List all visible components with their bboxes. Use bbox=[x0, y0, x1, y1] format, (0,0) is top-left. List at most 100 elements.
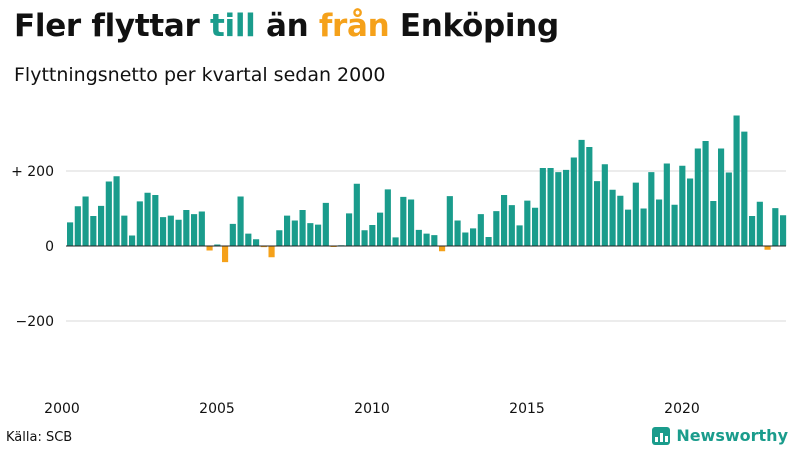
bar bbox=[377, 212, 384, 247]
bar bbox=[160, 217, 167, 247]
bar bbox=[222, 246, 229, 263]
bar bbox=[167, 215, 174, 247]
brand-name: Newsworthy bbox=[676, 426, 788, 445]
y-tick-label: 0 bbox=[45, 239, 54, 255]
bar bbox=[237, 196, 244, 246]
bar bbox=[718, 148, 725, 246]
newsworthy-logo[interactable]: Newsworthy bbox=[652, 426, 788, 445]
bar bbox=[508, 205, 515, 247]
x-tick-label: 2010 bbox=[354, 401, 390, 417]
bar bbox=[260, 246, 267, 248]
bar bbox=[105, 181, 112, 246]
bar bbox=[663, 163, 670, 246]
bar bbox=[90, 216, 97, 246]
bar bbox=[694, 148, 701, 246]
bar bbox=[454, 220, 461, 246]
bar bbox=[175, 219, 182, 246]
bar bbox=[439, 246, 446, 252]
bar bbox=[648, 172, 655, 247]
source-note: Källa: SCB bbox=[6, 430, 73, 445]
bar bbox=[423, 233, 430, 247]
bar bbox=[121, 215, 128, 247]
chart-title: Fler flyttar till än från Enköping bbox=[14, 8, 559, 44]
bar bbox=[640, 208, 647, 246]
x-axis-ticks: 2000 2005 2010 2015 2020 bbox=[44, 401, 700, 417]
bar bbox=[82, 196, 89, 246]
bar bbox=[532, 207, 539, 246]
bar bbox=[369, 225, 376, 246]
bar bbox=[113, 176, 120, 246]
bar bbox=[183, 210, 190, 246]
bar bbox=[702, 141, 709, 246]
bar bbox=[198, 211, 205, 246]
bar bbox=[749, 216, 756, 246]
bar bbox=[346, 213, 353, 247]
bar bbox=[446, 196, 453, 247]
bar bbox=[570, 157, 577, 246]
y-axis-ticks: + 200 0 −200 bbox=[11, 164, 54, 330]
bar bbox=[206, 246, 213, 251]
bar bbox=[191, 214, 198, 247]
bar bbox=[152, 195, 159, 246]
bar bbox=[671, 204, 678, 246]
bar bbox=[136, 201, 143, 247]
bar bbox=[462, 232, 469, 246]
bar bbox=[431, 235, 438, 247]
bar bbox=[315, 224, 322, 247]
bar bbox=[625, 209, 632, 247]
bar bbox=[710, 201, 717, 246]
bar bbox=[656, 199, 663, 246]
bar bbox=[493, 211, 500, 247]
bar bbox=[594, 181, 601, 247]
bar bbox=[679, 165, 686, 246]
bar bbox=[725, 172, 732, 246]
bar bbox=[74, 206, 81, 246]
bar bbox=[307, 223, 314, 247]
x-tick-label: 2000 bbox=[44, 401, 80, 417]
bar bbox=[361, 230, 368, 246]
bar bbox=[609, 189, 616, 246]
chart-subtitle: Flyttningsnetto per kvartal sedan 2000 bbox=[14, 64, 386, 86]
bar bbox=[772, 208, 779, 247]
bar bbox=[408, 199, 415, 246]
bar bbox=[299, 210, 306, 246]
bar bbox=[741, 131, 748, 247]
bar bbox=[245, 233, 252, 247]
x-tick-label: 2020 bbox=[664, 401, 700, 417]
bar bbox=[617, 195, 624, 246]
bar bbox=[353, 183, 360, 246]
bar bbox=[485, 237, 492, 246]
x-tick-label: 2015 bbox=[509, 401, 545, 417]
bar bbox=[516, 225, 523, 247]
bar bbox=[756, 201, 763, 246]
bar bbox=[586, 147, 593, 246]
bar bbox=[477, 214, 484, 247]
bar bbox=[253, 239, 260, 246]
bar-chart-icon bbox=[652, 426, 671, 445]
bar bbox=[392, 237, 399, 247]
bar bbox=[733, 115, 740, 246]
bar bbox=[229, 223, 236, 247]
bar bbox=[547, 168, 554, 246]
title-part3: Enköping bbox=[389, 8, 559, 44]
bar bbox=[415, 229, 422, 247]
bar bbox=[632, 182, 639, 247]
bar bbox=[214, 244, 221, 246]
bar bbox=[129, 235, 136, 246]
y-tick-label: + 200 bbox=[11, 164, 54, 180]
bar bbox=[780, 215, 787, 246]
bar bbox=[284, 215, 291, 247]
bar bbox=[563, 169, 570, 247]
bar bbox=[539, 168, 546, 246]
bar bbox=[601, 164, 608, 246]
bars bbox=[67, 115, 787, 263]
y-tick-label: −200 bbox=[16, 314, 54, 330]
bar bbox=[578, 139, 585, 247]
bar bbox=[268, 246, 275, 258]
bar bbox=[98, 205, 105, 247]
bar bbox=[291, 220, 298, 246]
bar bbox=[67, 222, 74, 247]
bar bbox=[470, 228, 477, 247]
bar bbox=[555, 172, 562, 247]
